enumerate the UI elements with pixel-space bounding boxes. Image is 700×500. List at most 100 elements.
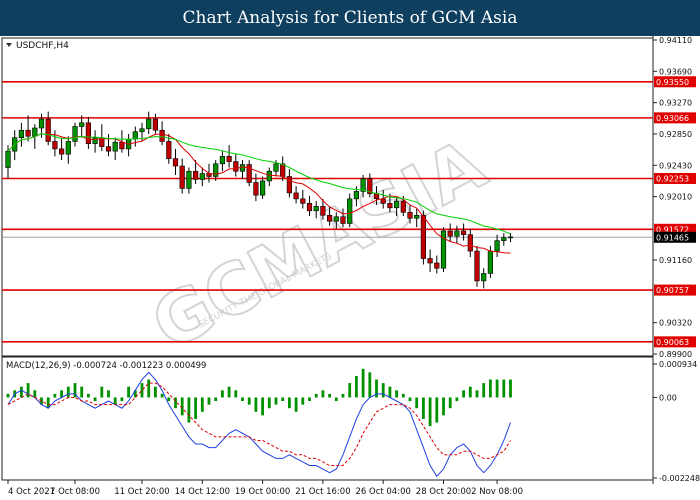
chart-area: GCMASIA SECURITY THE GLOBAL MARKETS 0.94… <box>1 36 700 497</box>
macd-histogram-bar <box>80 386 84 398</box>
candle <box>360 174 366 198</box>
candle <box>293 186 299 204</box>
candle-body <box>266 170 272 182</box>
candle-body <box>213 163 219 177</box>
macd-histogram-bar <box>60 390 63 398</box>
candle-body <box>414 214 420 219</box>
macd-histogram-bar <box>140 383 144 398</box>
candle-body <box>186 170 192 189</box>
macd-histogram-bar <box>375 379 378 398</box>
candle-body <box>139 128 145 133</box>
candle <box>467 228 473 258</box>
macd-histogram-bar <box>120 397 124 402</box>
macd-histogram-bar <box>348 383 352 398</box>
candle-body <box>199 173 205 180</box>
candle <box>79 115 85 138</box>
candle <box>447 223 453 243</box>
candle <box>186 167 192 194</box>
y-tick-label: 0.93270 <box>659 99 692 108</box>
level-price-box <box>654 76 696 88</box>
macd-histogram-bar <box>388 386 392 398</box>
macd-histogram-bar <box>53 393 57 398</box>
y-tick-label: 0.92850 <box>659 130 692 139</box>
candle-body <box>360 178 366 192</box>
macd-histogram-bar <box>33 390 37 398</box>
macd-histogram-bar <box>227 386 231 398</box>
candle <box>494 234 500 258</box>
candle <box>233 154 239 177</box>
current-price-label: 0.91465 <box>656 233 689 242</box>
macd-histogram-bar <box>241 397 244 402</box>
chart-frame <box>1 36 654 484</box>
x-tick-label: 28 Oct 20:00 <box>416 487 471 497</box>
macd-histogram-bar <box>87 393 90 398</box>
candle-body <box>166 141 172 159</box>
candle-body <box>72 126 78 142</box>
macd-histogram-bar <box>334 397 338 402</box>
candle-body <box>481 273 487 282</box>
macd-histogram-bar <box>174 397 177 409</box>
macd-histogram-bar <box>314 393 318 398</box>
candle <box>266 167 272 187</box>
level-price-box <box>654 223 696 235</box>
level-price-label: 0.93066 <box>656 114 689 123</box>
candle <box>420 210 427 265</box>
candle <box>246 160 252 187</box>
candle <box>172 148 179 175</box>
macd-histogram-bar <box>401 393 405 398</box>
candle <box>146 111 152 134</box>
macd-label: MACD(12,26,9) -0.000724 -0.001223 0.0004… <box>6 361 206 371</box>
candle-body <box>387 203 393 209</box>
macd-histogram-bar <box>207 397 211 405</box>
macd-histogram-bar <box>20 386 23 398</box>
candle-body <box>300 198 306 204</box>
y-tick-label: 0.92010 <box>659 193 692 202</box>
macd-histogram-bar <box>368 372 372 398</box>
candle-body <box>146 118 152 130</box>
candle <box>85 116 91 149</box>
candle-body <box>393 200 400 209</box>
candle-body <box>253 182 259 196</box>
candle-body <box>79 122 85 127</box>
candle <box>193 160 199 184</box>
x-tick-label: 11 Oct 20:00 <box>114 487 169 497</box>
y-tick-label: 0.91160 <box>659 256 692 265</box>
candle-body <box>286 176 293 194</box>
macd-histogram-bar <box>294 397 298 412</box>
candle <box>347 193 353 228</box>
candle-body <box>400 200 406 213</box>
macd-histogram-bar <box>308 397 311 402</box>
candle <box>393 197 400 217</box>
candle <box>440 227 447 272</box>
macd-histogram-bar <box>73 383 77 398</box>
symbol-dropdown-icon[interactable] <box>6 43 12 47</box>
candle <box>199 167 205 187</box>
candle-body <box>219 156 226 165</box>
macd-histogram-bar <box>415 397 419 409</box>
macd-histogram-bar <box>107 390 110 398</box>
candle-body <box>367 178 373 194</box>
x-tick-label: 19 Oct 00:00 <box>235 487 290 497</box>
macd-histogram-bar <box>267 397 271 409</box>
candle <box>65 136 71 164</box>
macd-histogram-bar <box>448 397 452 409</box>
candle-body <box>320 206 326 216</box>
macd-histogram-bar <box>442 397 445 416</box>
macd-y-tick-label: 0.00 <box>659 393 677 402</box>
macd-histogram-bar <box>160 393 164 398</box>
macd-histogram-bar <box>361 368 365 398</box>
candle-body <box>306 203 313 212</box>
macd-histogram-bar <box>381 383 385 398</box>
candle <box>474 245 480 287</box>
macd-histogram-bar <box>113 397 117 405</box>
candle-body <box>159 129 165 142</box>
candle-body <box>32 127 38 137</box>
candle <box>313 201 319 219</box>
candle-body <box>179 165 185 189</box>
candle-body <box>326 214 333 222</box>
candle-body <box>45 118 51 142</box>
candle-body <box>246 164 252 183</box>
x-tick-label: 7 Oct 08:00 <box>50 487 100 497</box>
candle-body <box>333 216 339 222</box>
macd-histogram-bar <box>147 379 151 398</box>
